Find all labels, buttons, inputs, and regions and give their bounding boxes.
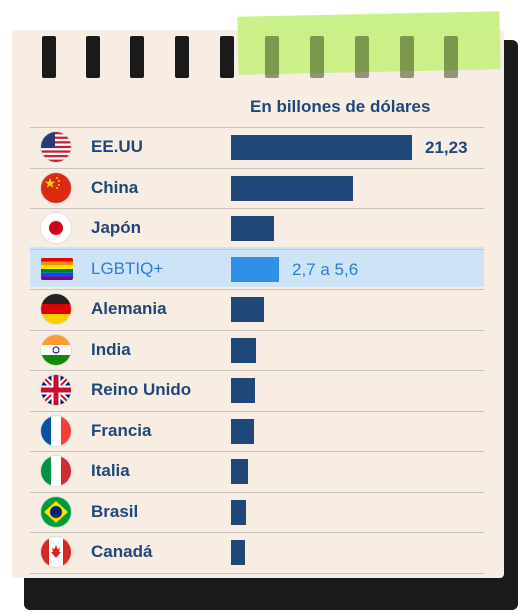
india-flag-icon — [41, 335, 71, 365]
spiral-hole — [175, 36, 189, 78]
value-label: 2,7 a 5,6 — [292, 260, 359, 279]
unit-label: En billones de dólares — [250, 97, 431, 116]
bar — [231, 540, 245, 565]
row-divider — [30, 168, 484, 169]
spiral-hole — [220, 36, 234, 78]
bar — [231, 459, 248, 484]
france-flag-icon — [41, 416, 71, 446]
italy-flag-icon — [41, 456, 71, 486]
bar — [231, 135, 412, 160]
bar — [231, 500, 246, 525]
row-divider — [30, 532, 484, 533]
category-label: EE.UU — [91, 137, 143, 156]
china-flag-icon — [41, 173, 71, 203]
spiral-hole — [42, 36, 56, 78]
canada-flag-icon — [41, 537, 71, 567]
germany-flag-icon — [41, 294, 71, 324]
category-label: India — [91, 340, 131, 359]
row-divider — [30, 370, 484, 371]
spiral-hole — [355, 36, 369, 78]
spiral-hole — [310, 36, 324, 78]
row-divider — [30, 492, 484, 493]
category-label: Canadá — [91, 542, 153, 561]
uk-flag-icon — [41, 375, 71, 405]
spiral-hole — [265, 36, 279, 78]
category-label: Reino Unido — [91, 380, 192, 399]
category-label: Italia — [91, 461, 130, 480]
category-label: Japón — [91, 218, 142, 237]
category-label: Francia — [91, 421, 152, 440]
bar — [231, 216, 274, 241]
brazil-flag-icon — [41, 497, 71, 527]
category-label: Alemania — [91, 299, 167, 318]
row-divider — [30, 127, 484, 128]
value-label: 21,23 — [425, 138, 468, 157]
spiral-hole — [400, 36, 414, 78]
rainbow-flag-icon — [41, 258, 73, 280]
row-divider — [30, 289, 484, 290]
category-label: China — [91, 178, 139, 197]
row-divider — [30, 330, 484, 331]
spiral-hole — [444, 36, 458, 78]
category-label: LGBTIQ+ — [91, 259, 164, 278]
japan-flag-icon — [41, 213, 71, 243]
row-divider — [30, 573, 484, 574]
bar — [231, 419, 254, 444]
usa-flag-icon — [41, 132, 71, 162]
category-label: Brasil — [91, 502, 139, 521]
bar — [231, 257, 279, 282]
row-divider — [30, 451, 484, 452]
row-divider — [30, 411, 484, 412]
bar — [231, 378, 255, 403]
row-divider — [30, 249, 484, 250]
bar — [231, 297, 264, 322]
spiral-hole — [86, 36, 100, 78]
bar — [231, 176, 353, 201]
row-divider — [30, 208, 484, 209]
bar — [231, 338, 256, 363]
spiral-hole — [130, 36, 144, 78]
